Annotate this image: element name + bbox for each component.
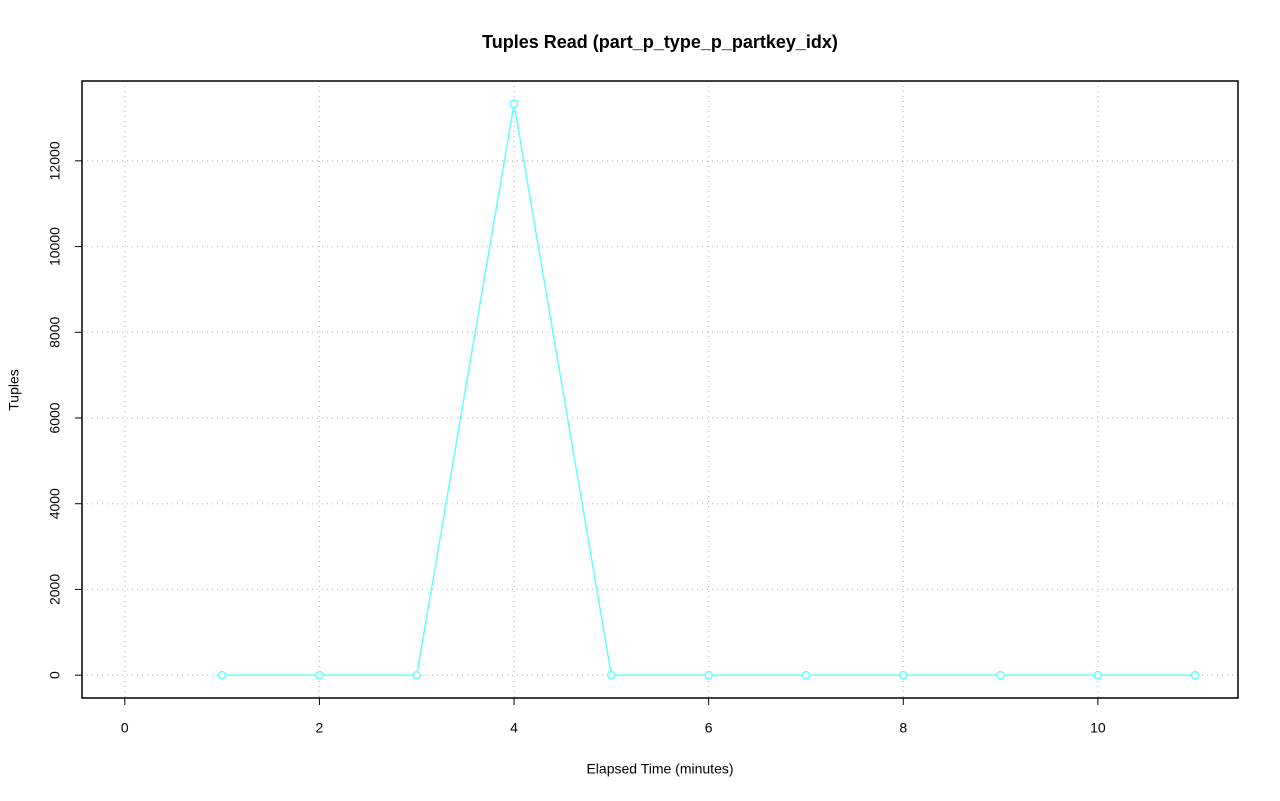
plot-frame bbox=[81, 80, 1239, 699]
y-tick-label: 8000 bbox=[47, 317, 63, 348]
x-tick-label: 4 bbox=[510, 720, 518, 736]
x-tick-label: 0 bbox=[121, 720, 129, 736]
x-tick-label: 10 bbox=[1090, 720, 1106, 736]
data-point bbox=[704, 670, 714, 680]
y-tick-label: 6000 bbox=[47, 402, 63, 433]
data-point bbox=[509, 99, 519, 109]
data-point bbox=[996, 670, 1005, 680]
data-point bbox=[217, 670, 227, 680]
data-point bbox=[315, 670, 324, 680]
y-tick-label: 10000 bbox=[47, 227, 63, 266]
y-tick-label: 12000 bbox=[47, 141, 63, 180]
y-axis-label: Tuples bbox=[6, 369, 22, 411]
data-point bbox=[412, 670, 422, 680]
data-point bbox=[898, 670, 908, 680]
data-point bbox=[801, 670, 811, 680]
x-tick-label: 6 bbox=[705, 720, 713, 736]
y-tick-label: 2000 bbox=[47, 574, 63, 605]
data-point bbox=[1093, 670, 1103, 680]
data-line bbox=[222, 103, 1196, 676]
chart-title: Tuples Read (part_p_type_p_partkey_idx) bbox=[482, 32, 838, 52]
data-point bbox=[606, 670, 616, 680]
y-tick-label: 4000 bbox=[47, 488, 63, 519]
y-tick-label: 0 bbox=[47, 671, 63, 679]
x-axis-label: Elapsed Time (minutes) bbox=[586, 761, 733, 777]
data-point bbox=[1190, 670, 1200, 680]
x-tick-label: 2 bbox=[316, 720, 324, 736]
x-tick-label: 8 bbox=[899, 720, 907, 736]
